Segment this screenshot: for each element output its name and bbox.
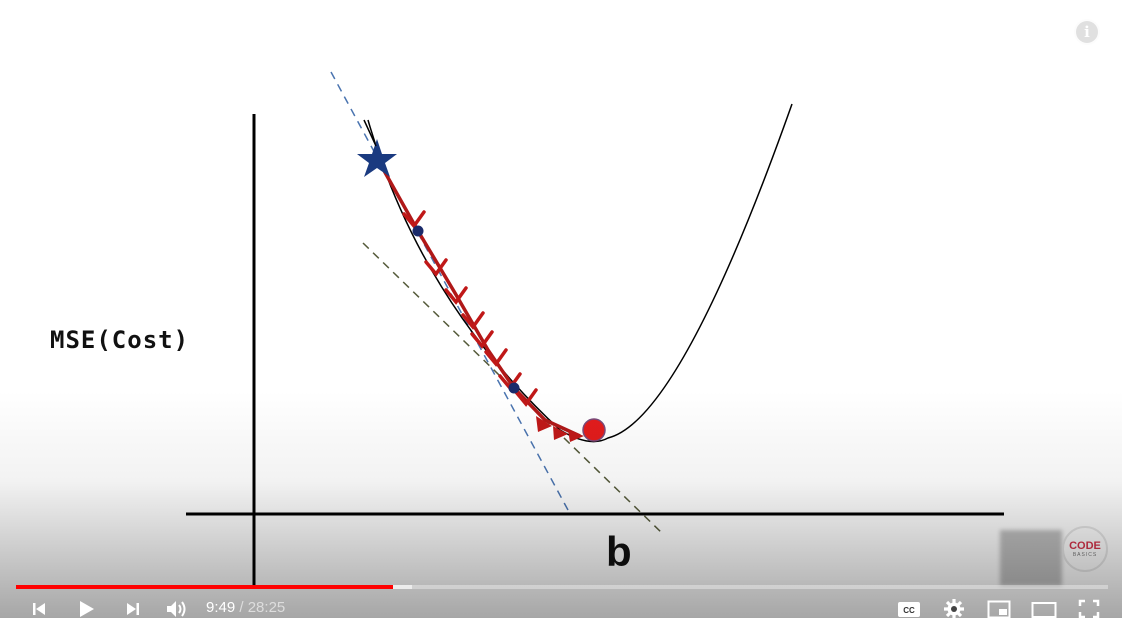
y-axis-label: MSE(Cost) <box>50 326 190 354</box>
arrow-mark <box>461 311 485 330</box>
current-time: 9:49 <box>206 599 236 616</box>
start-star <box>357 139 397 177</box>
play-icon <box>80 601 94 617</box>
tangent-line-steep <box>330 71 569 511</box>
duration: 28:25 <box>247 599 286 616</box>
fullscreen-icon <box>1078 599 1100 618</box>
miniplayer-button[interactable] <box>986 598 1012 618</box>
skip-next-icon <box>127 603 139 615</box>
corner-shadow <box>1000 530 1062 586</box>
theater-mode-icon <box>1031 602 1057 618</box>
theater-button[interactable] <box>1030 598 1058 618</box>
arrow-head <box>536 416 552 432</box>
x-axis-label: b <box>606 528 632 575</box>
info-icon[interactable]: i <box>1074 19 1100 45</box>
svg-text:CC: CC <box>903 606 915 615</box>
arrow-mark <box>514 388 538 407</box>
previous-button[interactable] <box>28 598 50 618</box>
time-display: 9:49 / 28:25 <box>206 599 285 616</box>
descent-path <box>376 159 581 438</box>
volume-button[interactable] <box>164 598 190 618</box>
cc-icon: CC <box>898 602 920 617</box>
progress-bar[interactable] <box>16 585 1108 589</box>
cursor-mark <box>363 119 377 147</box>
settings-button[interactable] <box>942 598 966 618</box>
cost-curve <box>367 103 793 443</box>
step-point <box>508 382 520 394</box>
arrow-head <box>553 426 568 440</box>
step-point <box>412 225 424 237</box>
arrow-mark <box>424 258 448 277</box>
played-bar <box>16 585 393 589</box>
minimum-point <box>582 418 606 442</box>
gear-icon <box>944 599 964 618</box>
channel-watermark[interactable]: CODE BASICS <box>1062 526 1108 572</box>
volume-icon <box>167 601 186 617</box>
time-separator: / <box>235 599 248 616</box>
control-bar: 9:49 / 28:25 CC <box>0 596 1122 618</box>
arrow-mark <box>484 348 508 367</box>
watermark-line1: CODE <box>1069 539 1101 552</box>
arrow-head <box>568 430 584 442</box>
arrow-mark <box>470 330 494 349</box>
play-button[interactable] <box>74 598 98 618</box>
next-button[interactable] <box>122 598 144 618</box>
skip-previous-icon <box>33 603 45 615</box>
captions-button[interactable]: CC <box>896 598 922 618</box>
fullscreen-button[interactable] <box>1076 598 1102 618</box>
watermark-line2: BASICS <box>1072 551 1098 558</box>
arrow-mark <box>402 210 426 229</box>
arrow-mark <box>444 286 468 305</box>
miniplayer-icon <box>987 600 1011 618</box>
